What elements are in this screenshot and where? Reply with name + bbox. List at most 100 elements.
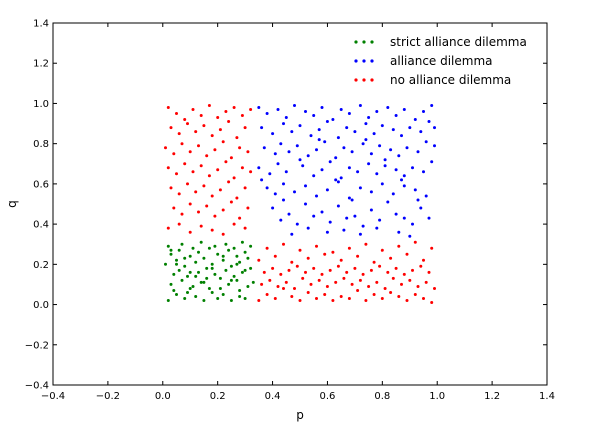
data-point [210,291,214,294]
data-point [172,206,176,210]
data-point [188,150,192,154]
data-point [411,222,414,226]
x-axis-label: p [296,408,304,422]
data-point [238,260,242,264]
data-point [325,188,329,192]
data-point [424,140,428,144]
data-point [364,299,368,302]
data-point [257,299,261,302]
x-tick-label: 1.2 [484,391,500,402]
data-point [164,262,167,266]
data-point [221,293,225,296]
data-point [188,230,192,234]
data-point [260,282,264,286]
data-point [419,206,423,210]
data-point [334,156,338,160]
data-point [427,216,431,220]
data-point [202,280,206,284]
data-point [380,124,384,128]
data-point [315,148,318,152]
data-point [197,250,200,254]
data-point [229,156,233,160]
data-point [328,160,332,164]
y-tick-label: −0.2 [25,340,49,351]
data-point [199,164,203,168]
data-point [238,295,242,298]
data-point [317,278,321,282]
data-point [342,228,346,232]
data-point [235,254,239,258]
data-point [339,108,343,111]
data-point [188,202,192,206]
data-point [290,260,294,264]
data-point [188,287,192,290]
legend-marker [362,59,366,63]
data-point [210,228,214,232]
data-point [304,184,307,188]
data-point [271,266,275,270]
data-point [183,256,187,260]
data-point [402,272,406,276]
data-point [380,182,384,186]
data-point [309,282,313,286]
data-point [180,242,184,246]
legend-label: strict alliance dilemma [390,35,527,49]
data-point [169,186,173,190]
data-point [249,244,253,248]
data-point [284,280,288,284]
data-point [331,299,335,302]
data-point [199,280,203,284]
data-point [304,202,307,206]
data-point [169,248,173,252]
data-point [221,232,225,236]
data-point [430,301,434,304]
data-point [180,278,184,282]
data-point [290,130,294,134]
legend-marker [354,78,358,82]
data-point [413,118,417,121]
data-point [402,216,406,220]
data-point [347,246,351,250]
data-point [227,282,231,286]
x-tick-label: 0.0 [155,391,171,402]
data-point [328,220,332,224]
data-point [249,108,253,111]
data-point [257,106,261,109]
data-point [334,178,338,182]
data-point [336,204,340,208]
data-point [235,196,239,200]
data-point [188,270,192,274]
data-point [350,282,354,286]
data-point [397,295,401,298]
data-point [416,150,420,154]
data-point [364,242,368,246]
data-point [273,254,277,258]
data-point [336,180,340,184]
data-point [221,258,225,262]
data-point [276,108,280,111]
legend-marker [370,78,374,82]
data-point [309,134,313,138]
data-point [422,297,425,300]
x-tick-label: −0.2 [96,391,120,402]
data-point [323,252,327,256]
data-point [213,244,217,248]
data-point [218,287,222,290]
data-point [199,240,203,244]
data-point [172,152,176,156]
data-point [202,124,206,128]
data-point [405,146,409,150]
data-point [402,108,406,111]
data-point [175,262,178,266]
data-point [361,142,365,146]
data-point [271,206,275,210]
legend-marker [370,59,374,63]
legend-label: no alliance dilemma [390,73,511,87]
data-point [232,246,236,250]
data-point [389,148,393,152]
data-point [279,142,283,146]
data-point [306,154,310,158]
data-point [312,114,316,117]
data-point [339,295,343,298]
data-point [216,252,220,256]
